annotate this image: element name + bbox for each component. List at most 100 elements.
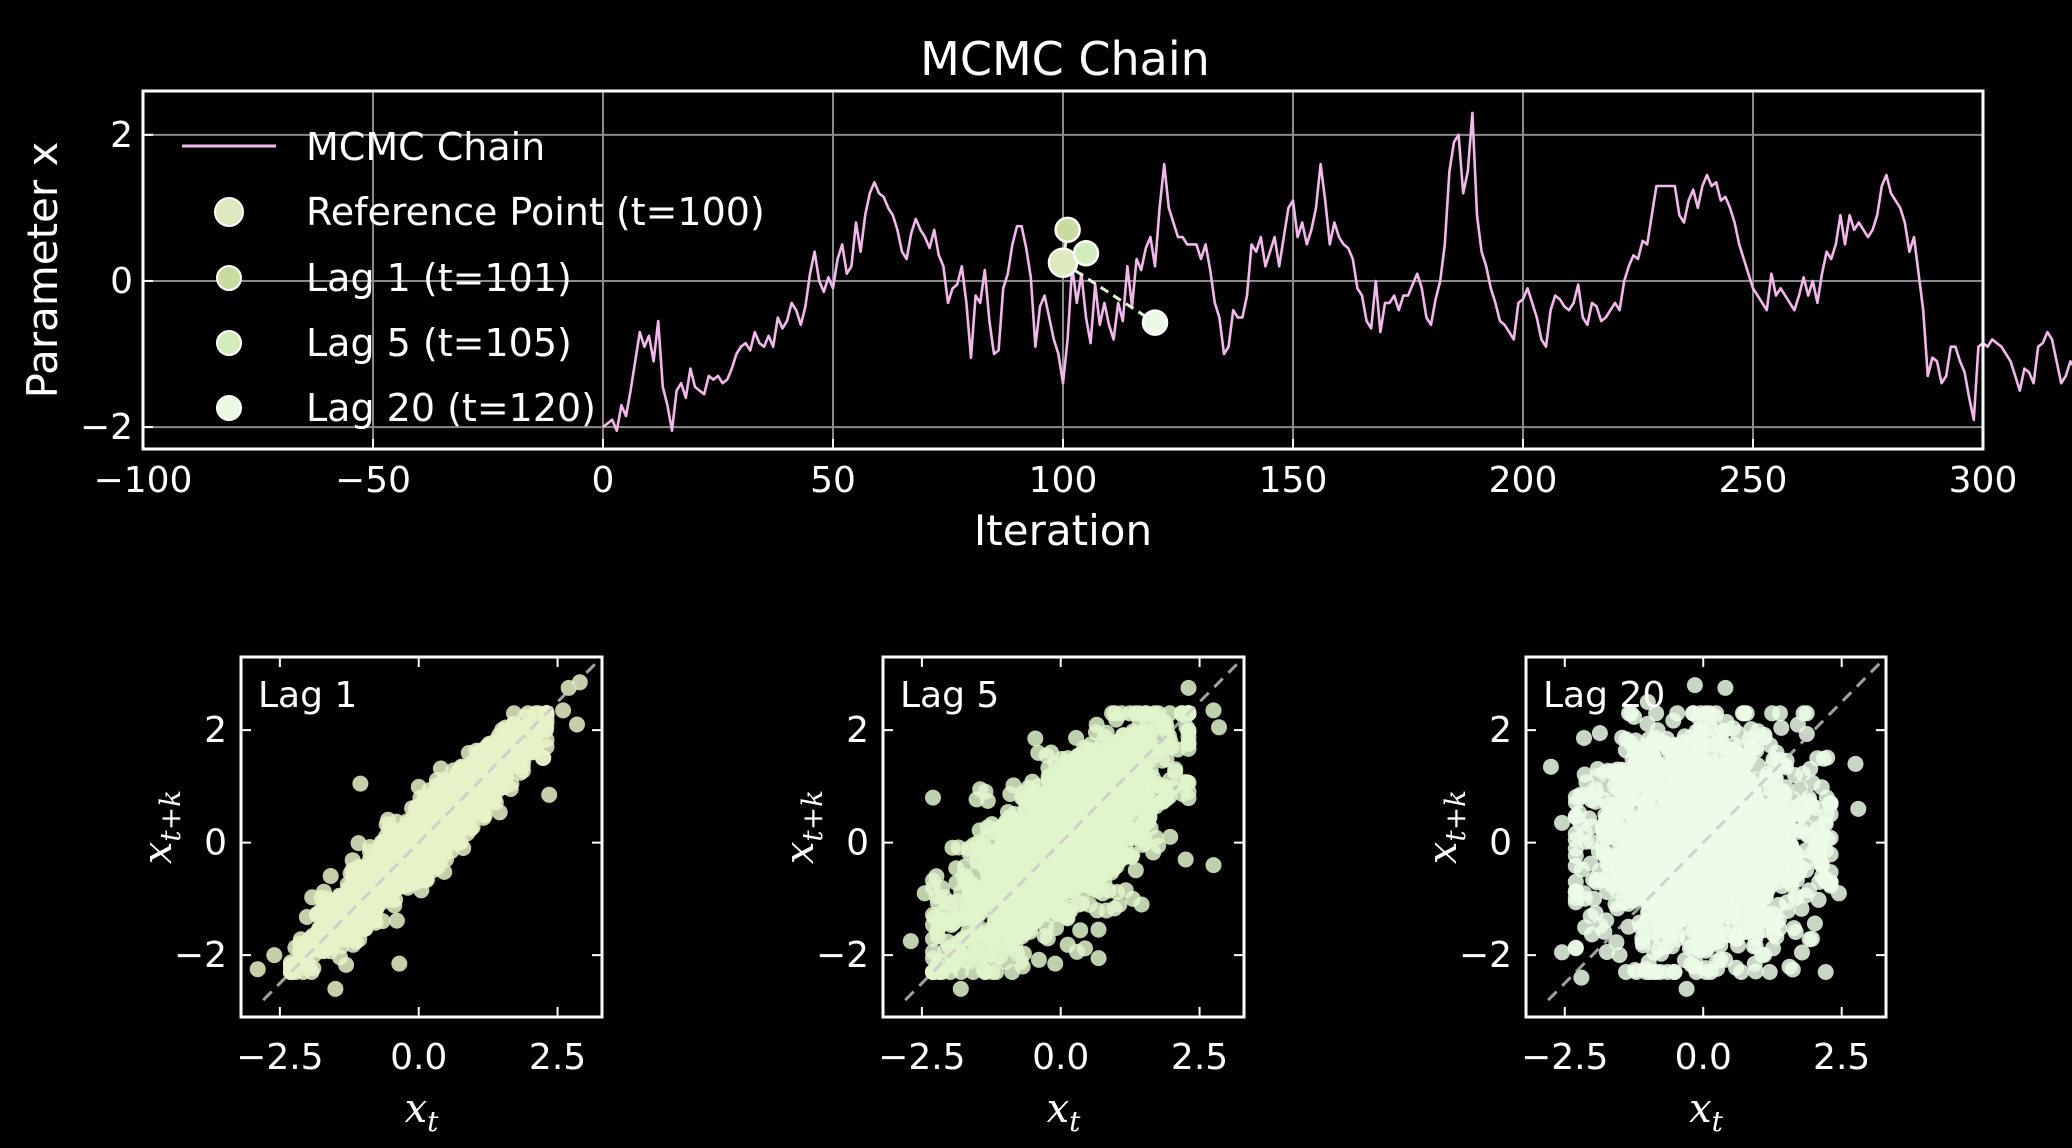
lag5-scatter-point xyxy=(1069,943,1085,960)
lag5-xtick-label: 2.5 xyxy=(1171,1037,1228,1078)
lag5-scatter-point xyxy=(1028,838,1045,855)
legend-lag5-swatch xyxy=(216,330,242,356)
lag5-scatter-point xyxy=(1095,746,1112,763)
legend-chain-label: MCMC Chain xyxy=(306,125,545,169)
lag20-scatter-point xyxy=(1775,836,1792,853)
legend-lag1-label: Lag 1 (t=101) xyxy=(306,256,572,300)
lag20-scatter-point xyxy=(1691,942,1708,959)
lag5-scatter-point xyxy=(931,913,948,930)
lag1-scatter-point xyxy=(266,947,283,964)
lag1-scatter-point xyxy=(361,851,378,868)
lag5-scatter-point xyxy=(1066,789,1083,806)
lag1-xtick-label: −2.5 xyxy=(236,1037,323,1078)
lag5-scatter-point xyxy=(1062,885,1079,902)
lag1-scatter-point xyxy=(473,797,490,814)
lag5-scatter-point xyxy=(949,907,966,924)
chain-plot-ylabel: Parameter x xyxy=(18,142,67,399)
lag20-scatter-point xyxy=(1756,729,1773,746)
lag5-scatter-point xyxy=(1099,820,1116,837)
lag5-scatter-point xyxy=(1163,739,1180,756)
lag1-scatter-point xyxy=(395,866,412,883)
lag20-scatter-point xyxy=(1783,866,1800,883)
lag1-scatter-point xyxy=(468,742,485,759)
lag20-scatter-point xyxy=(1701,705,1718,722)
lag20-scatter-point xyxy=(1673,894,1690,911)
lag20-scatter-point xyxy=(1638,851,1655,868)
lag5-scatter-point xyxy=(983,816,1000,833)
lag20-scatter-point xyxy=(1567,847,1584,864)
lag1-scatter-point xyxy=(569,716,585,733)
lag20-scatter-point xyxy=(1736,797,1753,814)
lag20-scatter-point xyxy=(1666,964,1683,980)
chain-series-line xyxy=(602,111,2072,433)
lag5-scatter-point xyxy=(1087,850,1104,867)
lag5-scatter-point xyxy=(1180,790,1197,807)
lag5-scatter-point xyxy=(925,950,941,967)
lag20-scatter-point xyxy=(1685,705,1701,722)
chain-plot-legend: MCMC Chain Reference Point (t=100) Lag 1… xyxy=(182,125,765,430)
lag5-scatter-point xyxy=(991,933,1008,950)
lag5-scatter-point xyxy=(1053,793,1070,810)
lag5-scatter-point xyxy=(1062,903,1079,919)
lag1-scatter-point xyxy=(332,949,348,966)
lag1-scatter-point xyxy=(453,806,470,823)
lag5-point-marker xyxy=(1072,239,1100,267)
lag20-scatter-point xyxy=(1747,963,1764,980)
lag1-scatter-point xyxy=(530,705,547,722)
lag20-scatter-point xyxy=(1621,767,1638,784)
legend-ref-label: Reference Point (t=100) xyxy=(306,190,765,234)
lag20-scatter-point xyxy=(1647,806,1664,823)
lag5-scatter-point xyxy=(1041,774,1058,790)
lag20-scatter-point xyxy=(1711,803,1728,820)
lag20-scatter-point xyxy=(1700,916,1717,933)
lag5-scatter-point xyxy=(1016,790,1032,807)
lag1-scatter-point xyxy=(305,960,322,977)
lag5-scatter-point xyxy=(1174,707,1191,723)
lag20-scatter-point xyxy=(1761,913,1778,929)
lag5-scatter-point xyxy=(1039,930,1056,947)
chain-plot: MCMC Chain −100 −50 0 50 100 150 200 250 300−202… xyxy=(18,32,2072,555)
lag1-scatter-point xyxy=(407,835,424,852)
lag1-scatter-point xyxy=(452,834,469,851)
lag5-scatter-point xyxy=(1039,819,1056,836)
lag20-xtick-label: −2.5 xyxy=(1521,1037,1608,1078)
lag20-scatter-point xyxy=(1596,923,1613,940)
lag20-scatter-point xyxy=(1611,947,1628,963)
lag1-scatter-point xyxy=(502,781,519,797)
lag20-scatter-point xyxy=(1697,960,1714,977)
lag20-scatter-point xyxy=(1794,944,1810,961)
lag20-scatter-point xyxy=(1672,853,1689,869)
lag1-scatter-point xyxy=(571,674,588,691)
lag20-scatter-point xyxy=(1785,920,1802,937)
lag1-scatter-point xyxy=(348,933,364,950)
lag5-scatter-point xyxy=(1124,890,1141,907)
chain-plot-xtick-label: 200 xyxy=(1489,460,1558,501)
lag5-scatter-point xyxy=(1114,844,1130,861)
lag20-scatter-point xyxy=(1712,937,1729,954)
lag5-scatter-point xyxy=(960,840,977,857)
lag20-scatter-point xyxy=(1724,859,1741,876)
lag5-scatter-point xyxy=(1088,724,1104,741)
lag20-scatter-point xyxy=(1817,814,1834,831)
lag5-scatter-point xyxy=(1004,843,1021,860)
lag5-scatter-point xyxy=(961,883,978,900)
lag1-scatter-point xyxy=(298,909,315,925)
lag1-xtick-label: 2.5 xyxy=(529,1037,586,1078)
lag5-scatter-point xyxy=(974,836,991,853)
lag5-scatter-point xyxy=(968,908,985,925)
lag20-scatter-point xyxy=(1801,882,1817,899)
legend-lag1-swatch xyxy=(216,265,242,291)
lag1-scatter-point xyxy=(292,942,309,959)
lag5-scatter-point xyxy=(1047,850,1064,867)
chain-plot-xtick-label: 100 xyxy=(1029,460,1098,501)
chain-plot-xtick-label: −100 xyxy=(94,460,193,501)
lag20-scatter-point xyxy=(1803,930,1820,947)
lag5-scatter-point xyxy=(1151,740,1168,757)
chain-plot-ticks: −100 −50 0 50 100 150 200 250 300−202 xyxy=(80,115,2017,501)
lag5-scatter-point xyxy=(1000,856,1017,873)
lag20-scatter-point xyxy=(1748,742,1765,759)
legend-lag20-swatch xyxy=(216,395,242,421)
lag20-ytick-label: −2 xyxy=(1459,935,1512,976)
lag1-ytick-label: −2 xyxy=(174,935,227,976)
